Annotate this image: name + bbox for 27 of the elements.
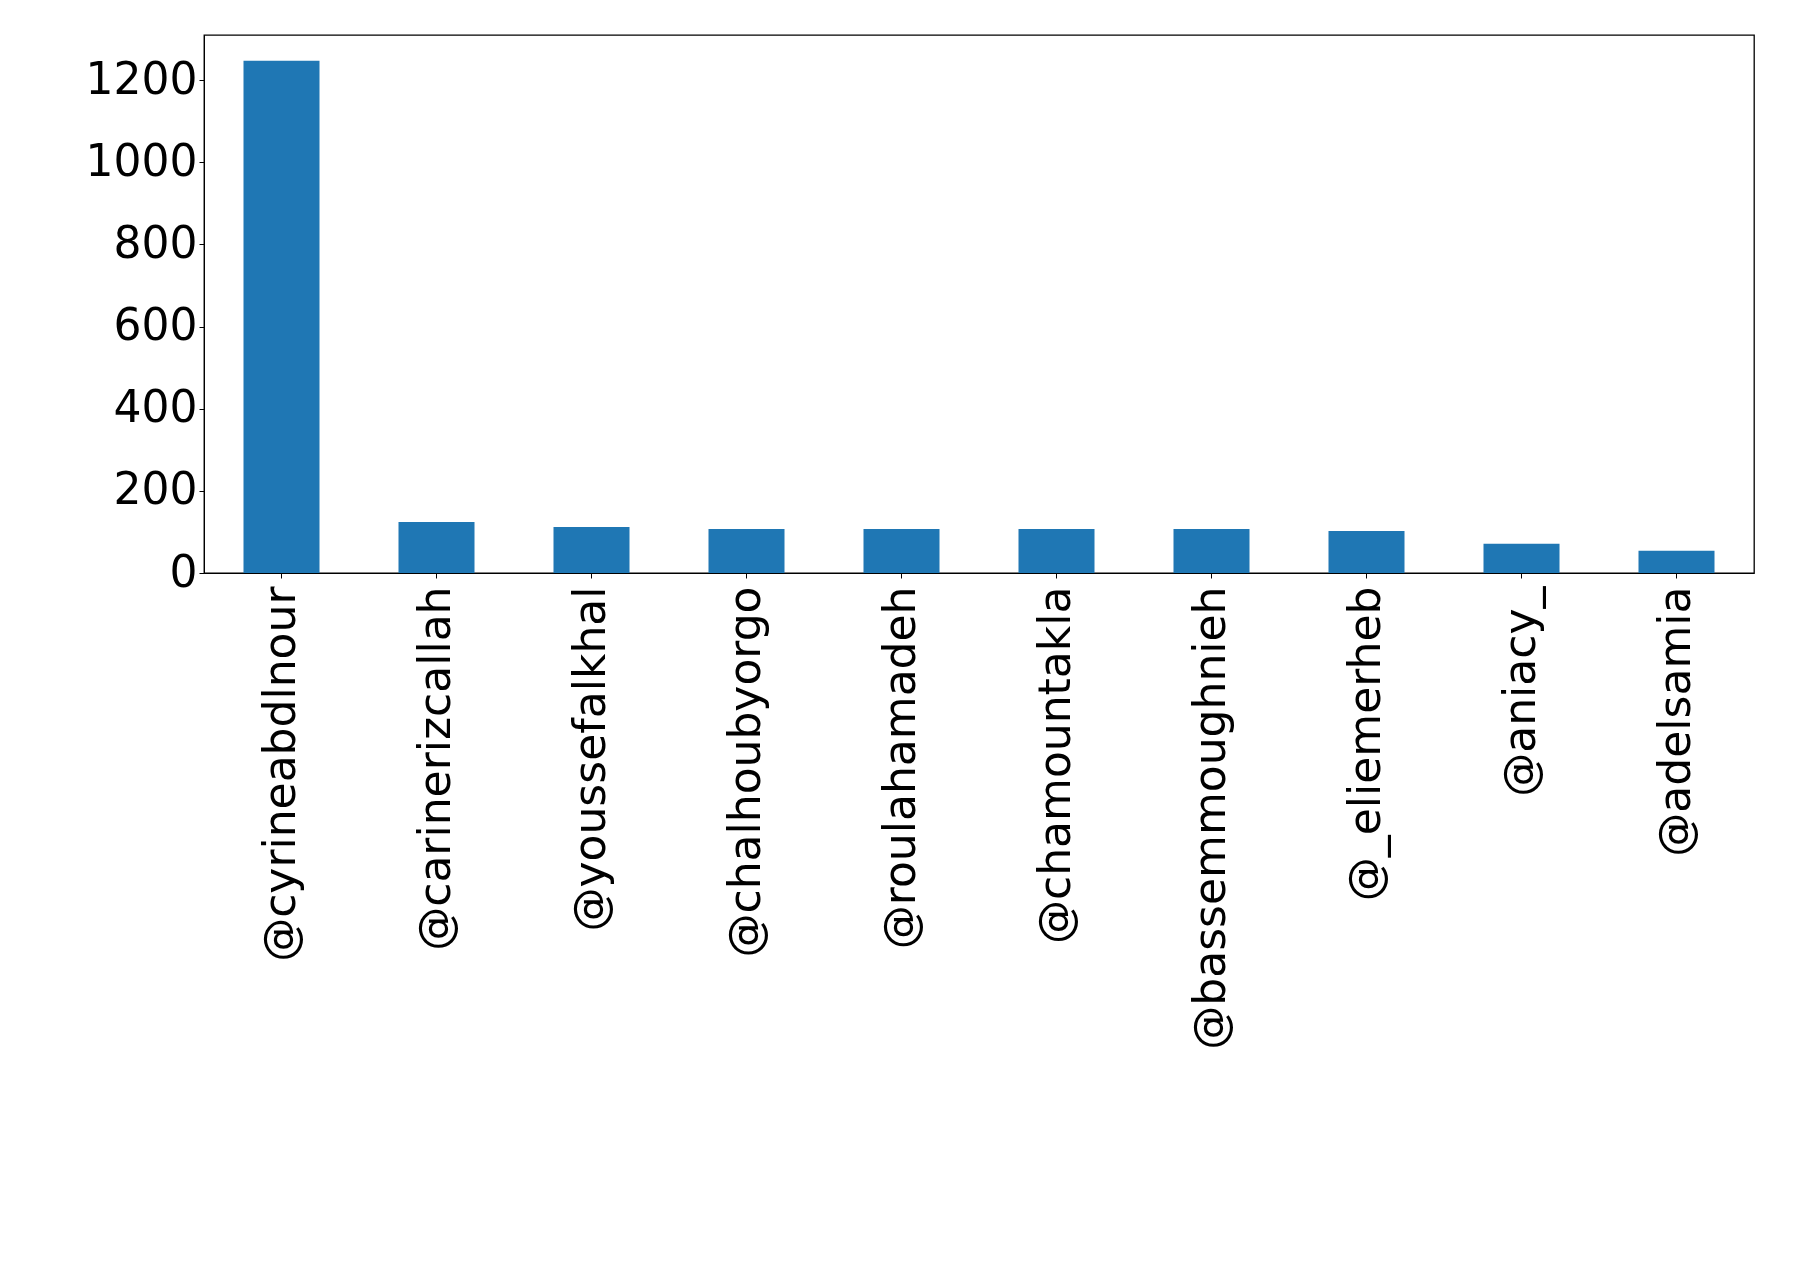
bar xyxy=(1483,543,1560,573)
bar xyxy=(1018,529,1095,573)
x-tick-label: @chalhoubyorgo xyxy=(718,586,770,958)
x-tick-label: @adelsamia xyxy=(1648,586,1700,857)
y-tick-label: 400 xyxy=(113,381,198,433)
bar xyxy=(243,60,320,573)
x-tick-label: @carinerizcallah xyxy=(408,586,460,951)
y-tick-label: 800 xyxy=(113,216,198,268)
x-tick-label: @chamountakla xyxy=(1028,586,1080,944)
bar xyxy=(553,527,630,573)
bar xyxy=(1173,529,1250,573)
y-tick-label: 200 xyxy=(113,463,198,515)
x-tick-label: @aniacy_ xyxy=(1493,585,1546,797)
x-tick-label: @roulahamadeh xyxy=(873,586,925,950)
x-tick-label: @_eliemerheb xyxy=(1338,586,1391,902)
bar xyxy=(863,529,940,573)
y-tick-label: 600 xyxy=(113,299,198,351)
x-tick-label: @youssefalkhal xyxy=(563,586,615,932)
x-tick-label: @bassemmoughnieh xyxy=(1183,586,1235,1050)
y-tick-label: 0 xyxy=(169,545,198,597)
bar xyxy=(398,522,475,573)
bar xyxy=(1638,550,1715,573)
y-tick-label: 1000 xyxy=(85,134,198,186)
x-tick-label: @cyrineabdlnour xyxy=(253,585,305,962)
y-tick-label: 1200 xyxy=(85,52,198,104)
bar xyxy=(1328,531,1405,573)
bar xyxy=(708,529,785,573)
